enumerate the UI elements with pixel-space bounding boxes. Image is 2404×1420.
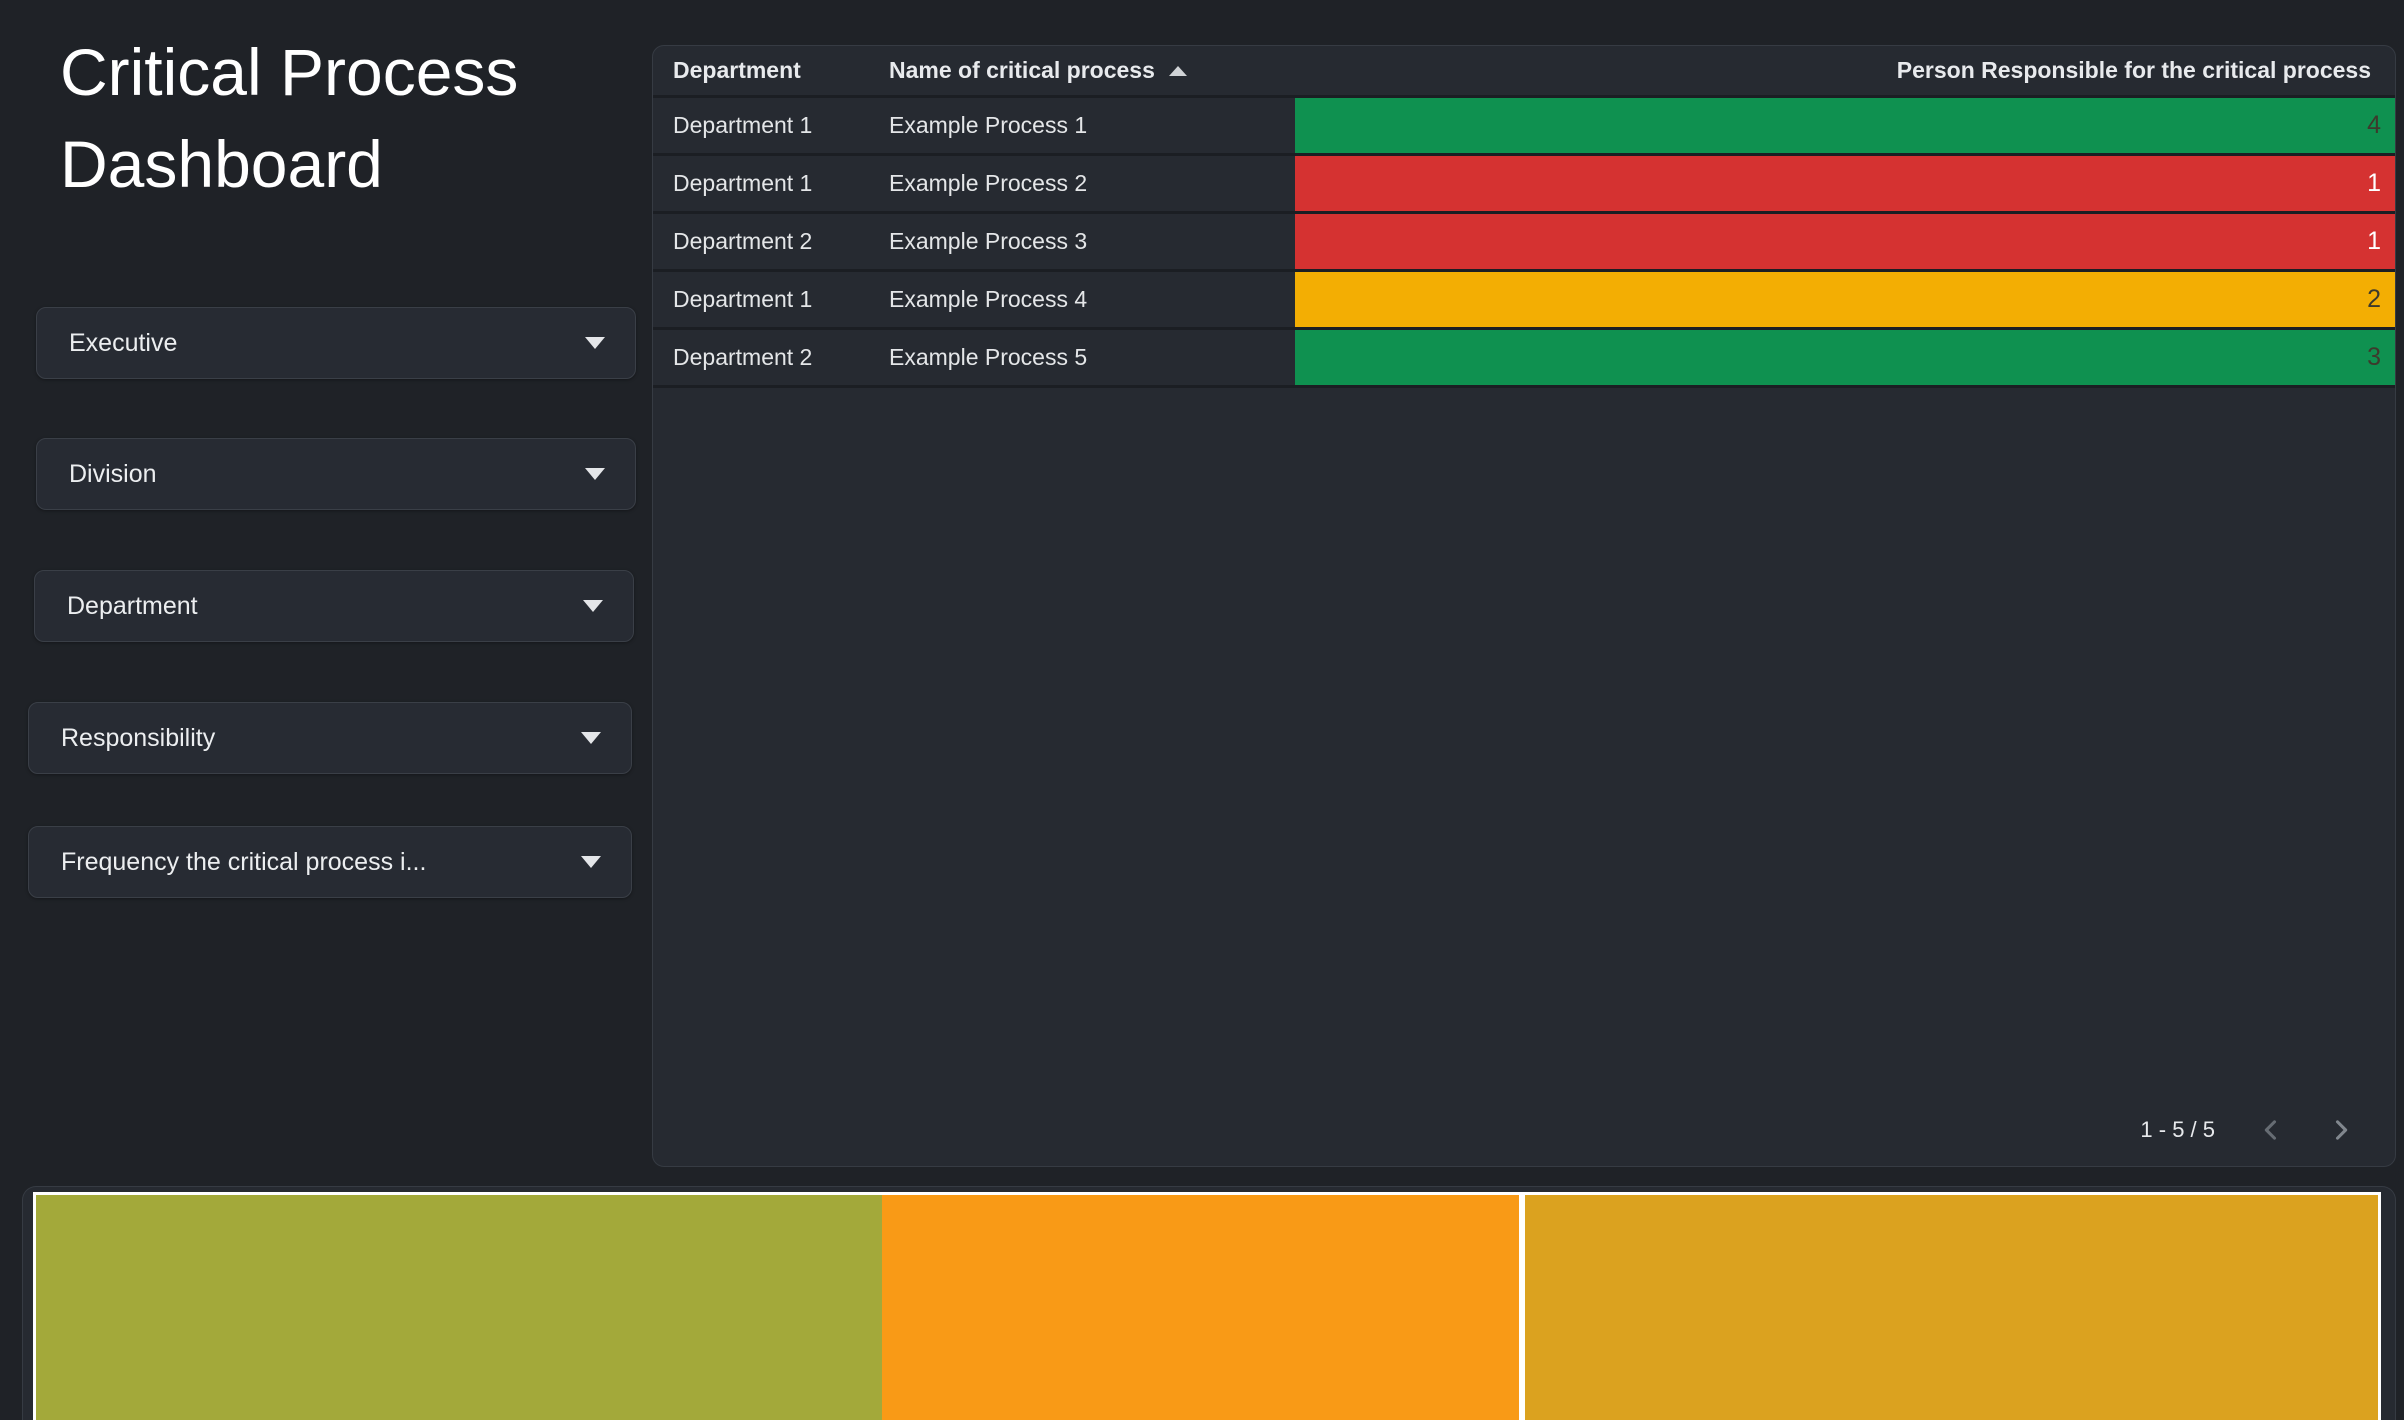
cell-department: Department 1	[673, 112, 813, 138]
filter-label: Department	[67, 591, 198, 620]
cell-department: Department 2	[673, 228, 813, 254]
chevron-down-icon	[581, 732, 601, 744]
filter-division[interactable]: Division	[36, 438, 636, 510]
chevron-down-icon	[583, 600, 603, 612]
prev-page-button[interactable]	[2257, 1116, 2285, 1144]
table-row[interactable]: Department 2 Example Process 3 1	[653, 214, 2395, 272]
treemap-segment[interactable]	[1519, 1195, 2378, 1420]
cell-process: Example Process 2	[889, 170, 1088, 196]
filter-department[interactable]: Department	[34, 570, 634, 642]
filter-label: Frequency the critical process i...	[61, 847, 427, 876]
cell-person-bar: 4	[1295, 98, 2395, 153]
chevron-down-icon	[585, 468, 605, 480]
column-header-process-label: Name of critical process	[889, 57, 1155, 83]
filter-executive[interactable]: Executive	[36, 307, 636, 379]
table-row[interactable]: Department 1 Example Process 1 4	[653, 98, 2395, 156]
cell-process: Example Process 5	[889, 344, 1088, 370]
filter-frequency[interactable]: Frequency the critical process i...	[28, 826, 632, 898]
pagination: 1 - 5 / 5	[2140, 1108, 2355, 1152]
treemap-segment[interactable]	[881, 1195, 1520, 1420]
cell-person-bar: 3	[1295, 330, 2395, 385]
critical-process-table: Department Name of critical process Pers…	[652, 45, 2396, 1167]
cell-department: Department 2	[673, 344, 813, 370]
treemap-chart	[33, 1192, 2381, 1420]
filter-label: Division	[69, 459, 157, 488]
cell-process: Example Process 4	[889, 286, 1088, 312]
chevron-down-icon	[585, 337, 605, 349]
sort-ascending-icon	[1168, 65, 1187, 76]
treemap-chart-panel	[22, 1186, 2396, 1420]
chevron-down-icon	[581, 856, 601, 868]
cell-process: Example Process 1	[889, 112, 1088, 138]
table-row[interactable]: Department 1 Example Process 4 2	[653, 272, 2395, 330]
filter-responsibility[interactable]: Responsibility	[28, 702, 632, 774]
table-row[interactable]: Department 2 Example Process 5 3	[653, 330, 2395, 388]
cell-person-bar: 2	[1295, 272, 2395, 327]
table-header-row: Department Name of critical process Pers…	[653, 46, 2395, 98]
pagination-label: 1 - 5 / 5	[2140, 1117, 2215, 1142]
cell-process: Example Process 3	[889, 228, 1088, 254]
cell-department: Department 1	[673, 286, 813, 312]
filter-label: Responsibility	[61, 723, 216, 752]
next-page-button[interactable]	[2327, 1116, 2355, 1144]
table-row[interactable]: Department 1 Example Process 2 1	[653, 156, 2395, 214]
filter-label: Executive	[69, 328, 178, 357]
column-header-process[interactable]: Name of critical process	[889, 57, 1295, 84]
cell-person-bar: 1	[1295, 214, 2395, 269]
column-header-person[interactable]: Person Responsible for the critical proc…	[1896, 57, 2371, 83]
cell-person-bar: 1	[1295, 156, 2395, 211]
page-title: Critical Process Dashboard	[60, 35, 519, 201]
treemap-segment[interactable]	[36, 1195, 882, 1420]
cell-department: Department 1	[673, 170, 813, 196]
column-header-department[interactable]: Department	[673, 57, 801, 83]
